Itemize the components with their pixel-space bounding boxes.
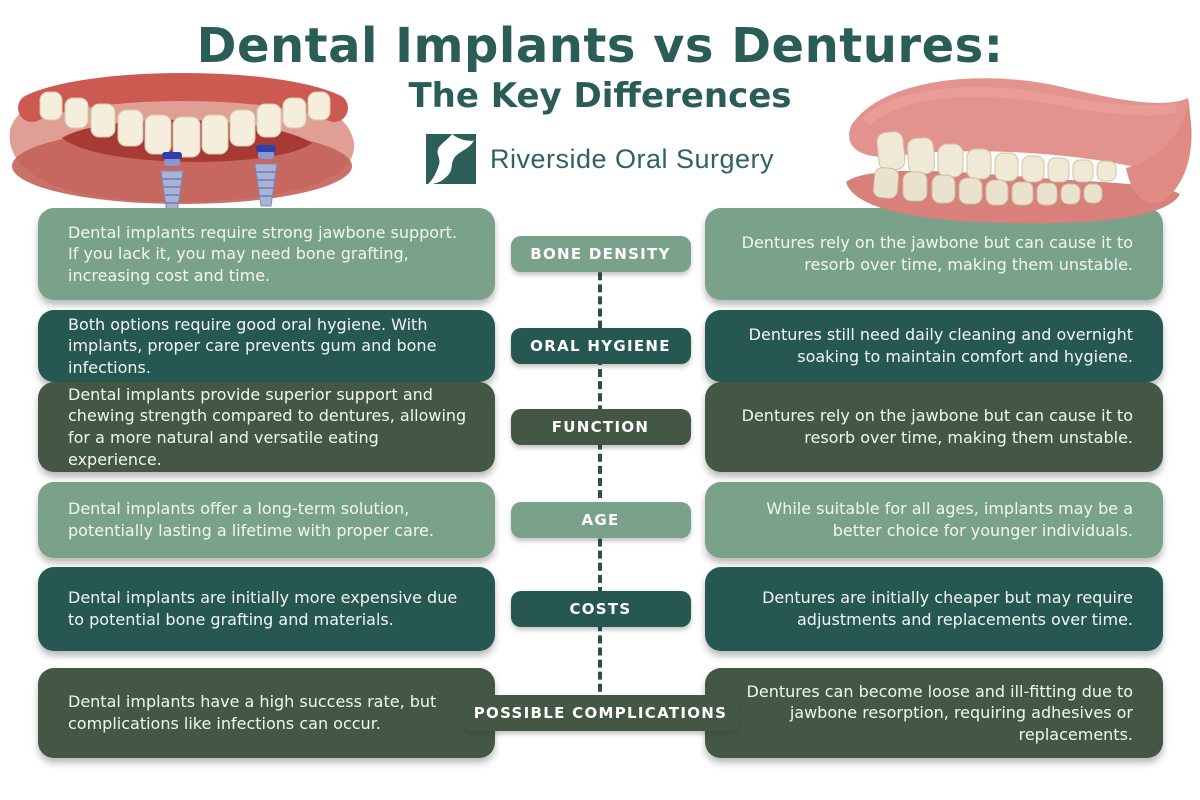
category-pill-oral-hygiene: ORAL HYGIENE [510, 328, 691, 364]
page-subtitle: The Key Differences [408, 76, 792, 116]
comparison-row-possible-complications: Dental implants have a high success rate… [38, 668, 1163, 758]
comparison-row-age: Dental implants offer a long-term soluti… [38, 482, 1163, 558]
dentures-fact-box: Dentures are initially cheaper but may r… [705, 567, 1163, 651]
implants-fact-box: Dental implants offer a long-term soluti… [38, 482, 495, 558]
category-pill-function: FUNCTION [510, 409, 691, 445]
implants-fact-box: Both options require good oral hygiene. … [38, 310, 495, 382]
category-pill-age: AGE [510, 502, 691, 538]
river-swoosh-icon [425, 134, 476, 184]
implants-fact-box: Dental implants are initially more expen… [38, 567, 495, 651]
dentures-fact-box: Dentures can become loose and ill-fittin… [705, 668, 1163, 758]
dentures-fact-box: Dentures rely on the jawbone but can cau… [705, 208, 1163, 300]
dentures-fact-box: While suitable for all ages, implants ma… [705, 482, 1163, 558]
category-pill-bone-density: BONE DENSITY [510, 236, 691, 272]
dentures-fact-box: Dentures still need daily cleaning and o… [705, 310, 1163, 382]
logo-text: Riverside Oral Surgery [489, 143, 775, 174]
implant-screw-icon [254, 145, 278, 207]
page-title: Dental Implants vs Dentures: [196, 18, 1004, 74]
implants-fact-box: Dental implants provide superior support… [38, 382, 495, 472]
logo: Riverside Oral Surgery [0, 134, 1200, 184]
comparison-row-oral-hygiene: Both options require good oral hygiene. … [38, 310, 1163, 382]
implants-fact-box: Dental implants require strong jawbone s… [38, 208, 495, 300]
comparison-row-costs: Dental implants are initially more expen… [38, 567, 1163, 651]
category-pill-possible-complications: POSSIBLE COMPLICATIONS [461, 695, 740, 731]
comparison-row-function: Dental implants provide superior support… [38, 382, 1163, 472]
comparison-row-bone-density: Dental implants require strong jawbone s… [38, 208, 1163, 300]
center-dashed-connector [598, 248, 602, 716]
implant-denture-illustration [9, 73, 355, 214]
dentures-illustration [846, 78, 1192, 224]
implant-screw-icon [160, 152, 184, 214]
category-pill-costs: COSTS [510, 591, 691, 627]
dentures-fact-box: Dentures rely on the jawbone but can cau… [705, 382, 1163, 472]
implants-fact-box: Dental implants have a high success rate… [38, 668, 495, 758]
